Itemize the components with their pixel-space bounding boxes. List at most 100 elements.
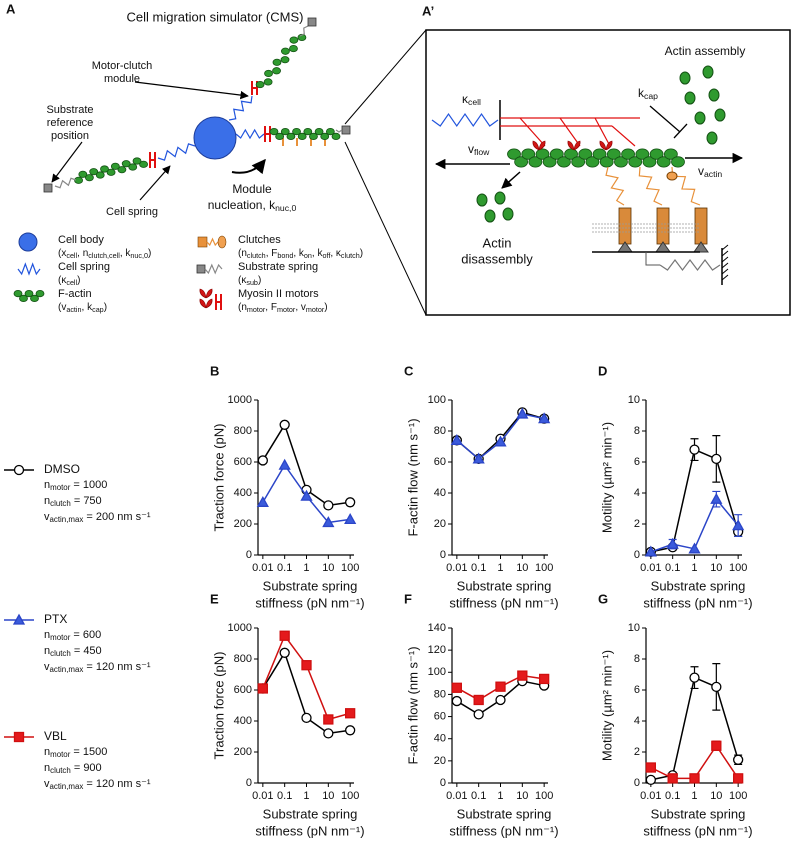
text-part: motor: [277, 305, 296, 314]
annotation: vflow: [468, 142, 490, 157]
marker: [13, 731, 25, 743]
spring: [206, 237, 219, 247]
marker: [450, 433, 463, 445]
actin-bead: [74, 176, 83, 184]
marker: [689, 773, 700, 784]
actin-bead: [264, 69, 273, 78]
x-tick-label: 10: [516, 790, 528, 802]
text-part: motor: [50, 483, 71, 492]
actin-bead: [89, 168, 99, 176]
text-part: v: [44, 778, 50, 790]
actin-bead: [110, 162, 120, 170]
legend-label: Cell body: [58, 234, 104, 246]
actin-monomer: [494, 191, 506, 205]
y-tick-label: 1000: [228, 622, 252, 634]
actin-bead: [272, 58, 282, 66]
x-tick-label: 0.1: [665, 562, 680, 574]
y-tick-label: 600: [234, 456, 252, 468]
x-tick-label: 0.1: [471, 790, 486, 802]
y-tick-label: 60: [434, 710, 446, 722]
annotation: Motor-clutch: [92, 60, 153, 72]
actin-bead: [314, 128, 324, 136]
marker: [279, 630, 290, 641]
motor-bracket: [264, 126, 271, 142]
actin-bead: [585, 156, 600, 168]
annotation: nucleation, knuc,0: [208, 198, 297, 213]
panel-letter: E: [210, 591, 219, 606]
y-tick-label: 40: [434, 487, 446, 499]
y-tick-label: 120: [428, 644, 446, 656]
marker: [322, 516, 335, 528]
actin-bead: [578, 148, 593, 160]
actin-bead: [564, 148, 578, 160]
y-tick-label: 20: [434, 518, 446, 530]
actin-bead: [303, 128, 313, 136]
panel-letter: A: [6, 1, 16, 16]
text-part: ): [324, 302, 327, 313]
annotation: disassembly: [461, 251, 533, 266]
legend-params: (nclutch, Fbond, kon, koff, κclutch): [238, 248, 363, 260]
x-axis-label: stiffness (pN nm⁻¹): [643, 595, 752, 610]
y-tick-label: 6: [634, 456, 640, 468]
actin-monomer: [679, 71, 691, 85]
text-part: , k: [82, 302, 94, 313]
clutch-post: [694, 207, 708, 245]
y-tick-label: 4: [634, 715, 640, 727]
marker: [301, 660, 312, 671]
marker: [345, 708, 356, 719]
annotation: Actin: [483, 235, 512, 250]
actin-bead: [121, 160, 131, 168]
actin-bead: [24, 289, 34, 298]
inhibit: [649, 105, 688, 139]
actin-bead: [592, 148, 607, 160]
text-part: = 120 nm s⁻¹: [83, 661, 151, 673]
substrate-link: [645, 252, 660, 266]
y-tick-label: 0: [246, 777, 252, 789]
text-part: ): [104, 302, 107, 313]
actin-bead: [535, 148, 550, 160]
actin-bead: [289, 44, 298, 53]
y-axis-label: Traction force (pN): [211, 652, 226, 760]
marker: [644, 545, 657, 557]
legend-label: Substrate spring: [238, 261, 318, 273]
text-part: , k: [312, 248, 324, 259]
curved-arrow: [231, 158, 266, 175]
marker: [301, 712, 312, 724]
actin-bead: [95, 171, 105, 179]
wall-hatch: [721, 274, 729, 281]
marker: [689, 444, 700, 455]
y-tick-label: 60: [434, 456, 446, 468]
arrow: [134, 81, 249, 100]
spring: [17, 262, 41, 276]
marker: [279, 419, 290, 430]
text-part: clutch: [341, 251, 360, 260]
text-part: motor: [306, 305, 325, 314]
spring: [659, 259, 721, 271]
text-part: (κ: [58, 275, 67, 286]
legend-label: Myosin II motors: [238, 288, 319, 300]
text-part: = 1000: [70, 479, 107, 491]
spring: [671, 166, 701, 206]
annotation: Cell spring: [106, 206, 158, 218]
condition-param: nmotor = 1000: [44, 479, 107, 492]
actin-bead: [599, 156, 614, 168]
actin-monomer: [708, 88, 720, 102]
text-part: n: [44, 645, 50, 657]
condition-param: nmotor = 600: [44, 629, 101, 642]
text-part: cap: [644, 91, 658, 101]
actin-monomer: [684, 91, 696, 105]
text-part: cell: [468, 97, 481, 107]
actin-bead: [263, 78, 273, 86]
x-axis-label: stiffness (pN nm⁻¹): [449, 595, 558, 610]
actin-bead: [255, 80, 265, 89]
x-axis-label: Substrate spring: [651, 578, 746, 593]
actin-monomer: [706, 131, 718, 145]
actin-bead: [557, 156, 571, 168]
arrow: [51, 141, 83, 183]
x-axis-label: Substrate spring: [457, 806, 552, 821]
x-axis-label: Substrate spring: [263, 806, 358, 821]
text-part: , k: [293, 248, 305, 259]
condition-param: vactin,max = 200 nm s⁻¹: [44, 511, 151, 524]
actin-bead: [19, 294, 28, 302]
y-tick-label: 6: [634, 684, 640, 696]
